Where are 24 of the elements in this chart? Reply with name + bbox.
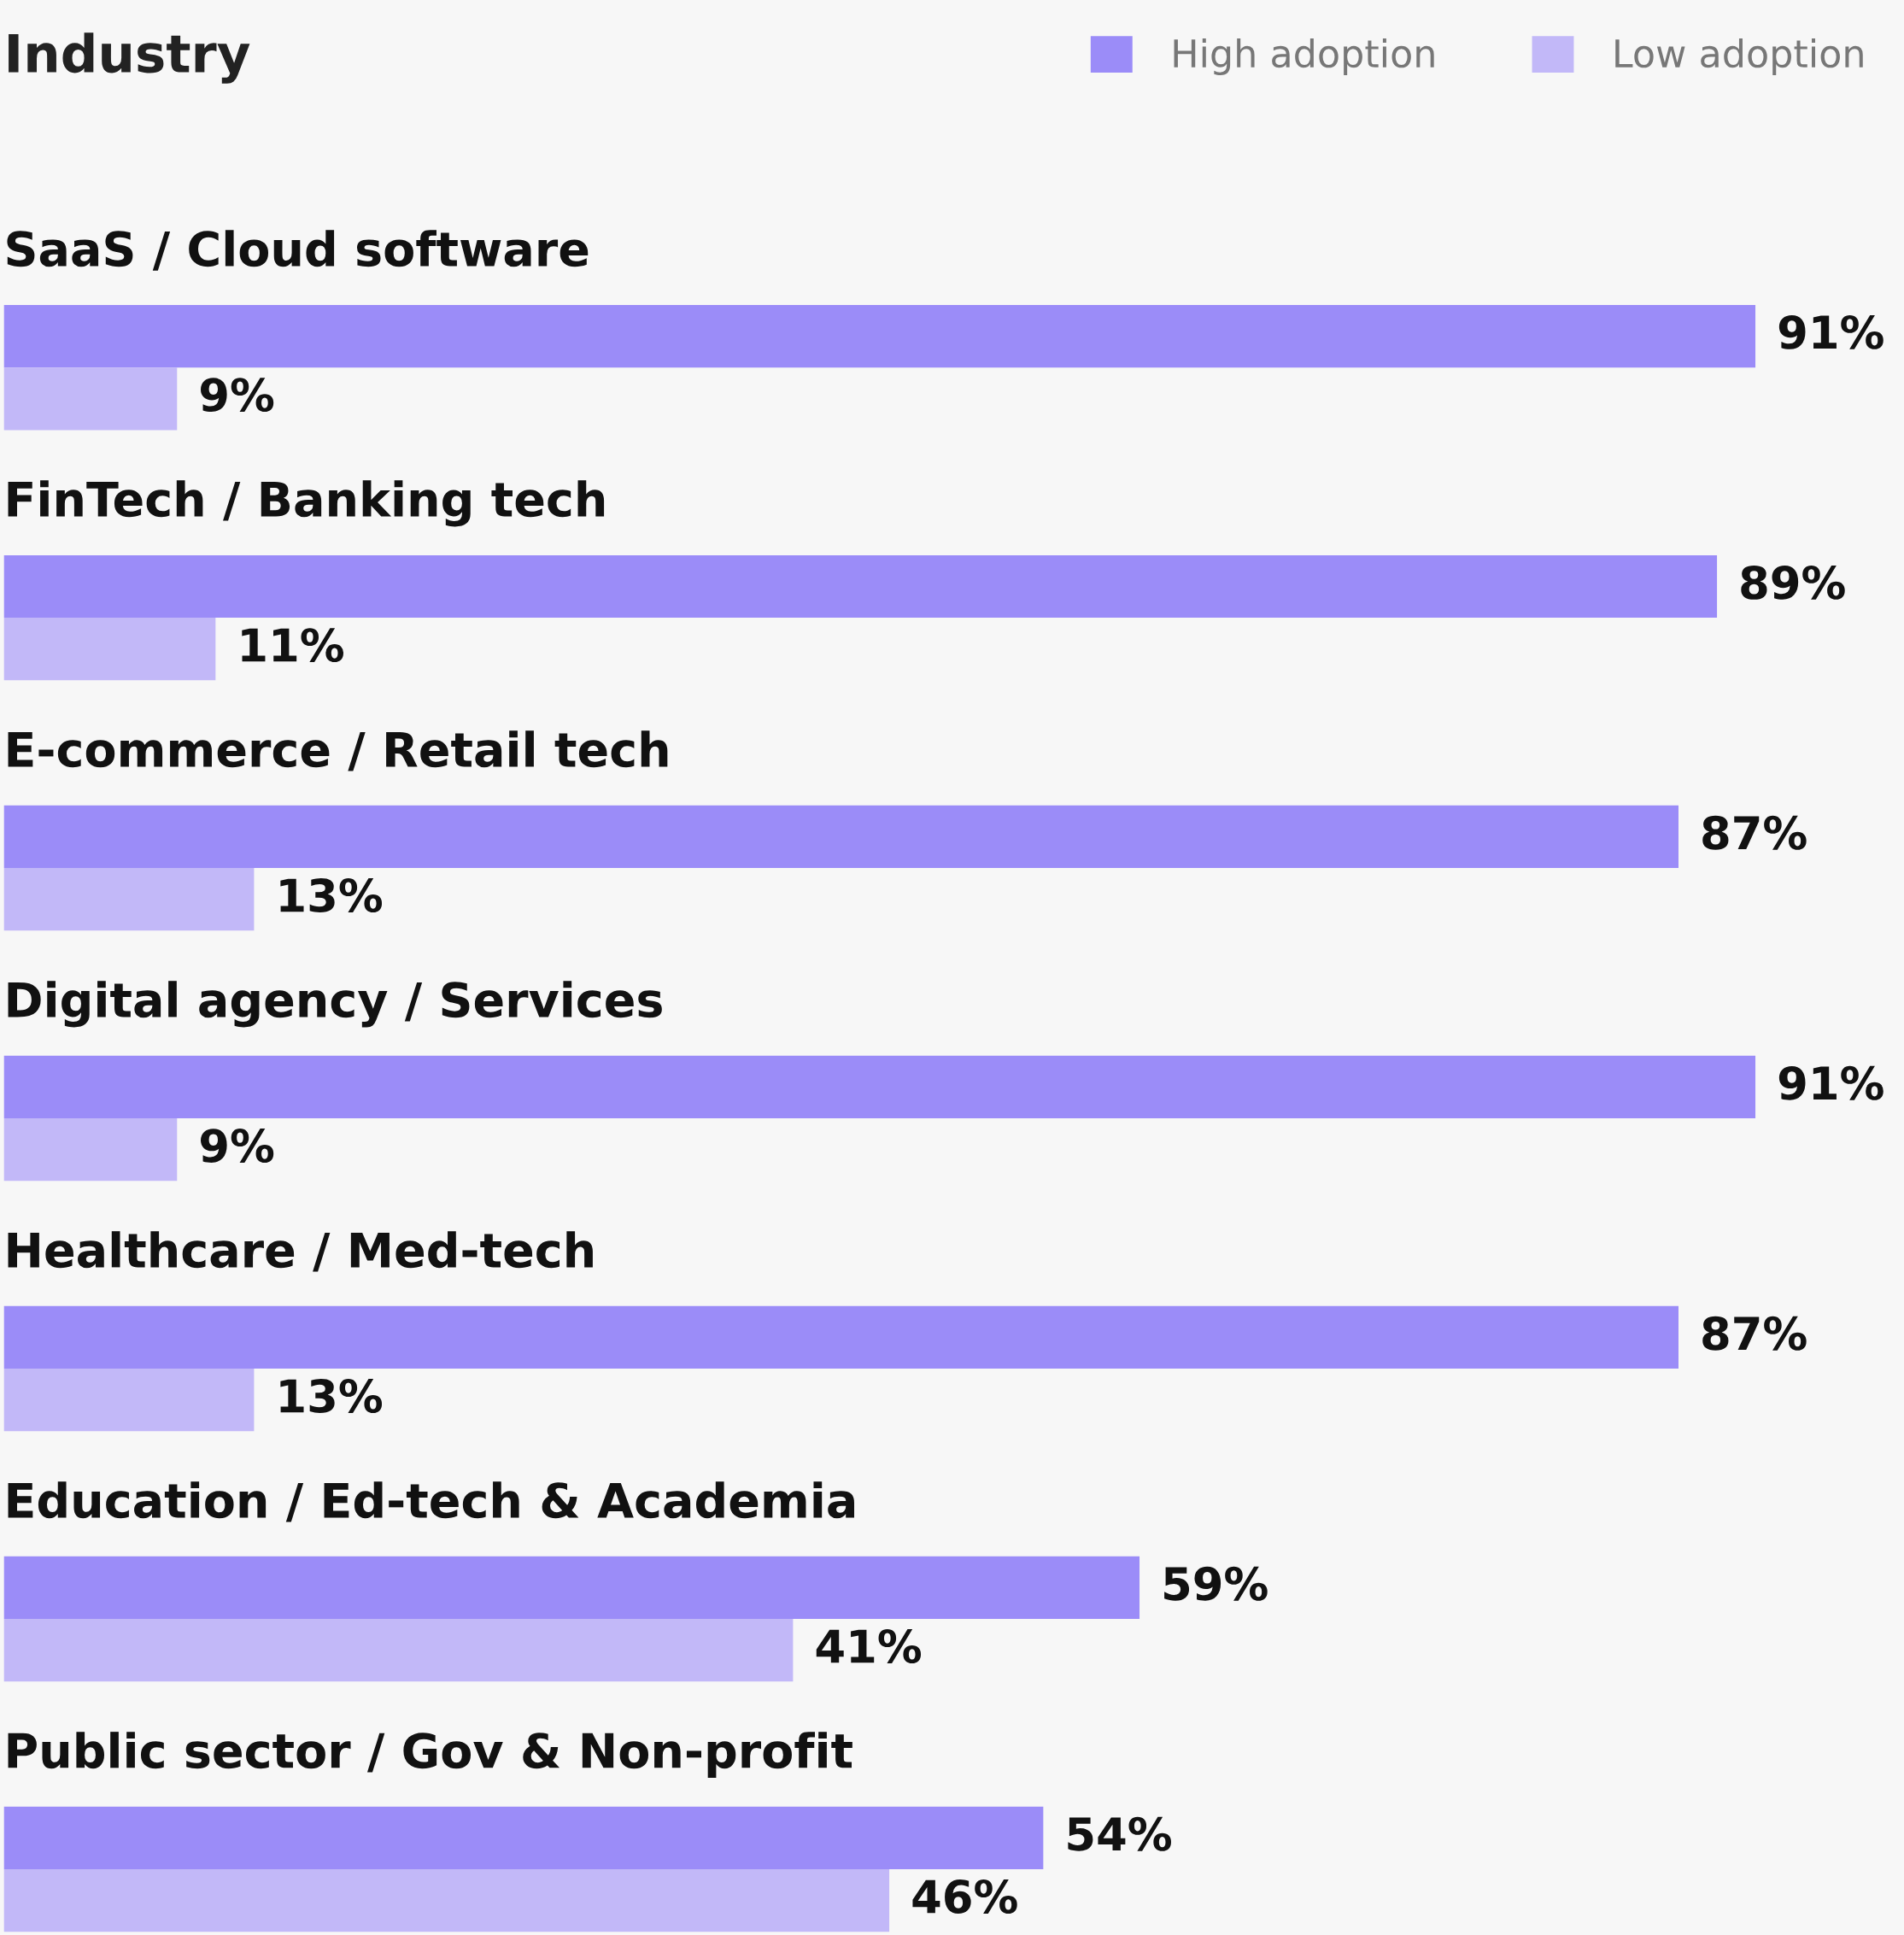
data-label: 91% — [1778, 314, 1883, 349]
data-label: 46% — [912, 1879, 1017, 1914]
legend-label: High adoption — [1174, 38, 1434, 75]
data-label: 91% — [1778, 1065, 1883, 1100]
data-label: 89% — [1741, 565, 1845, 600]
data-label: 11% — [242, 628, 343, 663]
y-tick-label: E-commerce / Retail tech — [8, 730, 668, 771]
legend-label: Low adoption — [1615, 38, 1863, 75]
data-label: 87% — [1702, 815, 1807, 850]
data-label: 9% — [201, 1129, 274, 1164]
chart-title: Industry — [9, 32, 250, 84]
data-label: 13% — [280, 878, 383, 913]
data-label: 13% — [280, 1379, 383, 1413]
y-tick-label: Public sector / Gov & Non-profit — [8, 1732, 852, 1778]
y-tick-label: Healthcare / Med-tech — [8, 1231, 593, 1272]
data-label: 41% — [816, 1629, 922, 1663]
y-tick-label: FinTech / Banking tech — [8, 480, 605, 527]
data-label: 59% — [1164, 1566, 1268, 1601]
data-label: 87% — [1702, 1316, 1807, 1351]
y-tick-label: Digital agency / Services — [8, 981, 662, 1028]
y-tick-label: SaaS / Cloud software — [7, 230, 589, 271]
y-tick-label: Education / Ed-tech & Academia — [8, 1481, 854, 1522]
data-label: 54% — [1068, 1816, 1171, 1851]
data-label: 9% — [201, 378, 274, 413]
